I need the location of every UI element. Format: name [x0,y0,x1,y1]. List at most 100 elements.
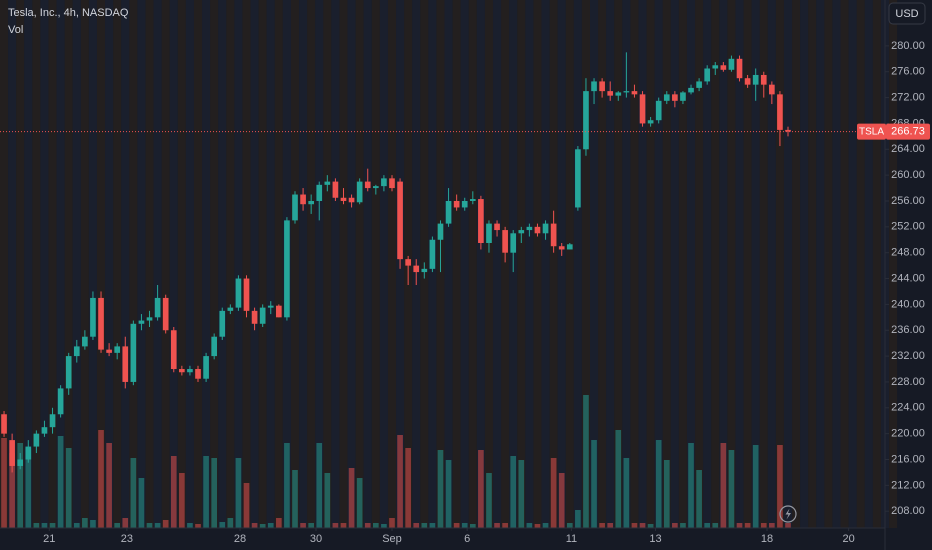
session-band [501,0,510,528]
session-band [355,0,364,528]
candle-body [284,220,290,318]
candle-body [154,297,161,318]
lightning-icon[interactable] [779,505,797,523]
session-band [775,0,784,528]
chart-title: Tesla, Inc., 4h, NASDAQ [8,7,129,19]
session-band [80,0,89,528]
candle-body [680,92,686,101]
volume-bar [566,523,573,528]
volume-bar [251,523,258,528]
volume-bar [90,520,96,528]
volume-bar [615,430,622,528]
session-band [161,0,170,528]
volume-bar [41,523,48,528]
session-band [274,0,283,528]
volume-bar [502,523,508,528]
session-band [387,0,397,528]
session-band [64,0,73,528]
volume-bar [284,443,290,528]
candle-body [17,459,24,466]
candle-body [405,259,411,266]
y-tick-label: 220.00 [891,428,925,440]
candle-body [211,336,218,357]
volume-bar [332,523,339,528]
session-band [444,0,453,528]
y-tick-label: 244.00 [891,272,925,284]
volume-bar [259,524,266,528]
session-band [662,0,671,528]
session-band [703,0,712,528]
candle-body [122,346,129,382]
session-band [185,0,194,528]
session-band [323,0,332,528]
volume-bar [292,470,298,528]
candle-body [526,226,533,231]
y-tick-label: 280.00 [891,40,925,52]
y-tick-label: 212.00 [891,479,925,491]
session-band [484,0,494,528]
volume-bar [98,430,104,528]
session-band [630,0,639,528]
session-band [234,0,243,528]
session-band [622,0,631,528]
candle-body [639,94,646,124]
session-band [581,0,590,528]
volume-bar [73,523,80,528]
session-band [307,0,316,528]
x-tick-label: Sep [382,533,402,545]
session-band [315,0,324,528]
candle-body [106,349,112,353]
volume-bar [397,435,403,528]
volume-label: Vol [8,24,23,36]
session-band [258,0,267,528]
candle-body [785,129,791,132]
volume-bar [170,456,177,528]
volume-bar [17,443,24,528]
candle-body [348,197,355,203]
candle-body [187,369,193,373]
volume-bar [195,524,201,528]
session-band [889,0,898,528]
session-band [290,0,300,528]
volume-bar [599,523,605,528]
session-band [800,0,809,528]
session-band [783,0,793,528]
session-band [0,0,9,528]
candle-body [179,369,185,373]
session-band [727,0,736,528]
session-band [856,0,865,528]
candle-body [65,356,72,389]
y-tick-label: 208.00 [891,505,925,517]
y-tick-label: 256.00 [891,195,925,207]
volume-bar [518,460,525,528]
candle-body [300,194,306,205]
volume-bar [154,523,161,528]
candle-body [90,297,96,337]
volume-bar [203,456,209,528]
session-band [193,0,203,528]
candle-body [114,346,121,353]
volume-bar [453,523,460,528]
currency[interactable]: USD [895,8,918,20]
volume-bar [227,518,234,528]
session-band [759,0,768,528]
candle-body [372,186,379,189]
session-band [816,0,825,528]
volume-bar [1,438,7,528]
volume-bar [655,440,662,528]
session-band [751,0,760,528]
candle-body [688,87,694,93]
session-band [678,0,687,528]
candle-body [57,388,64,415]
y-tick-label: 276.00 [891,66,925,78]
candle-body [1,414,7,434]
session-band [767,0,776,528]
session-band [476,0,485,528]
volume-bar [9,453,15,528]
session-band [719,0,728,528]
currency-button[interactable] [888,2,926,25]
volume-bar [49,523,56,528]
x-tick-label: 6 [464,533,470,545]
candle-body [259,307,266,324]
volume-bar [300,523,306,528]
